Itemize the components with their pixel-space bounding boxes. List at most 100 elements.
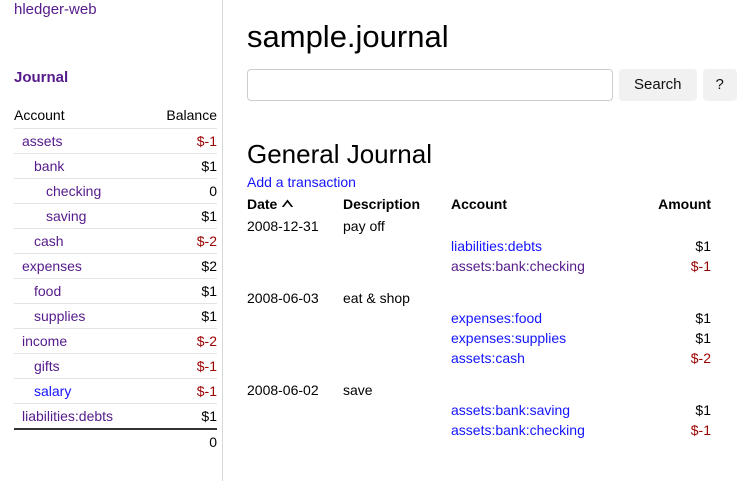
account-link[interactable]: expenses [22,258,82,274]
balance-row: income $-2 [14,328,217,354]
balance-row-amount: $1 [148,403,217,429]
balance-row-amount: $-2 [148,328,217,354]
account-link[interactable]: food [34,283,62,299]
balance-header-row: Account Balance [14,104,217,129]
balance-row-amount: $1 [148,203,217,229]
posting-description-empty [343,328,451,348]
balance-row-amount: $-1 [148,128,217,154]
posting-amount: $-1 [690,258,711,274]
balance-row-account: saving [14,203,149,229]
balance-row: expenses $2 [14,253,217,279]
journal-header-row: Date Description Account Amount [247,195,711,216]
account-link[interactable]: saving [46,208,87,224]
posting-row: expenses:supplies $1 [247,328,711,348]
balance-row-account: food [14,278,149,304]
balance-row: cash $-2 [14,228,217,254]
posting-description-empty [343,236,451,256]
account-link[interactable]: liabilities:debts [22,408,114,424]
balance-row-account: cash [14,228,149,254]
balance-row-amount: $-1 [148,378,217,404]
transaction-account-empty [451,380,631,400]
posting-description-empty [343,420,451,440]
account-link[interactable]: assets [22,133,63,149]
column-header-description[interactable]: Description [343,196,421,212]
add-transaction-link[interactable]: Add a transaction [247,174,356,190]
balance-row: salary $-1 [14,378,217,404]
balance-row-account: liabilities:debts [14,403,149,429]
balance-row: bank $1 [14,153,217,179]
balance-row: liabilities:debts $1 [14,403,217,429]
transaction-row: 2008-06-02 save [247,380,711,400]
balance-row-account: income [14,328,149,354]
posting-amount: $1 [695,402,711,418]
posting-row: assets:bank:checking $-1 [247,420,711,440]
posting-amount: $1 [695,238,711,254]
posting-amount: $1 [695,330,711,346]
balance-row-account: supplies [14,303,149,329]
search-help-button[interactable]: ? [702,69,737,101]
posting-description-empty [343,348,451,368]
posting-account-link[interactable]: expenses:supplies [451,330,567,346]
transaction-amount-empty [631,288,711,308]
journal-title: General Journal [247,138,432,169]
posting-account: liabilities:debts [451,236,631,256]
account-link[interactable]: income [22,333,68,349]
posting-account-link[interactable]: assets:cash [451,350,525,366]
balance-row: saving $1 [14,203,217,229]
transaction-date: 2008-12-31 [247,218,319,234]
balance-row-account: bank [14,153,149,179]
account-link[interactable]: salary [34,383,72,399]
balance-row-amount: $1 [148,153,217,179]
column-header-date-label: Date [247,196,278,212]
posting-account-link[interactable]: expenses:food [451,310,543,326]
balance-row: checking 0 [14,178,217,204]
balance-row-account: salary [14,378,149,404]
transaction-amount-empty [631,216,711,236]
caret-up-icon [281,194,294,212]
column-header-date[interactable]: Date [247,195,343,216]
column-header-amount[interactable]: Amount [658,196,711,212]
balance-row: gifts $-1 [14,353,217,379]
transaction-description: pay off [343,218,385,234]
posting-account-link[interactable]: assets:bank:checking [451,258,585,274]
account-link[interactable]: cash [34,233,64,249]
transaction-account-empty [451,288,631,308]
balance-row-amount: $1 [148,303,217,329]
balance-total-label [14,428,149,454]
account-link[interactable]: checking [46,183,102,199]
account-link[interactable]: supplies [34,308,86,324]
balance-row-account: assets [14,128,149,154]
posting-account-link[interactable]: assets:bank:checking [451,422,585,438]
posting-row: assets:bank:saving $1 [247,400,711,420]
posting-date-empty [247,236,343,256]
posting-date-empty [247,420,343,440]
posting-account: expenses:food [451,308,631,328]
posting-account: assets:bank:checking [451,420,631,440]
posting-account: assets:cash [451,348,631,368]
sidebar-journal-link[interactable]: Journal [14,69,69,86]
transaction-description: save [343,382,373,398]
transaction-spacer [247,368,711,380]
transaction-row: 2008-06-03 eat & shop [247,288,711,308]
search-button[interactable]: Search [619,69,697,101]
posting-account: assets:bank:checking [451,256,631,276]
brand-link[interactable]: hledger-web [14,1,97,18]
posting-description-empty [343,256,451,276]
search-input[interactable] [247,69,613,101]
posting-description-empty [343,400,451,420]
posting-date-empty [247,256,343,276]
page-title: sample.journal [247,18,449,54]
transaction-row: 2008-12-31 pay off [247,216,711,236]
posting-amount: $1 [695,310,711,326]
account-link[interactable]: gifts [34,358,60,374]
transaction-account-empty [451,216,631,236]
balance-row-amount: $1 [148,278,217,304]
posting-account-link[interactable]: assets:bank:saving [451,402,571,418]
account-link[interactable]: bank [34,158,65,174]
posting-row: assets:bank:checking $-1 [247,256,711,276]
transaction-date: 2008-06-02 [247,382,319,398]
column-header-account[interactable]: Account [451,196,507,212]
balance-header-balance: Balance [166,107,217,123]
posting-account-link[interactable]: liabilities:debts [451,238,543,254]
